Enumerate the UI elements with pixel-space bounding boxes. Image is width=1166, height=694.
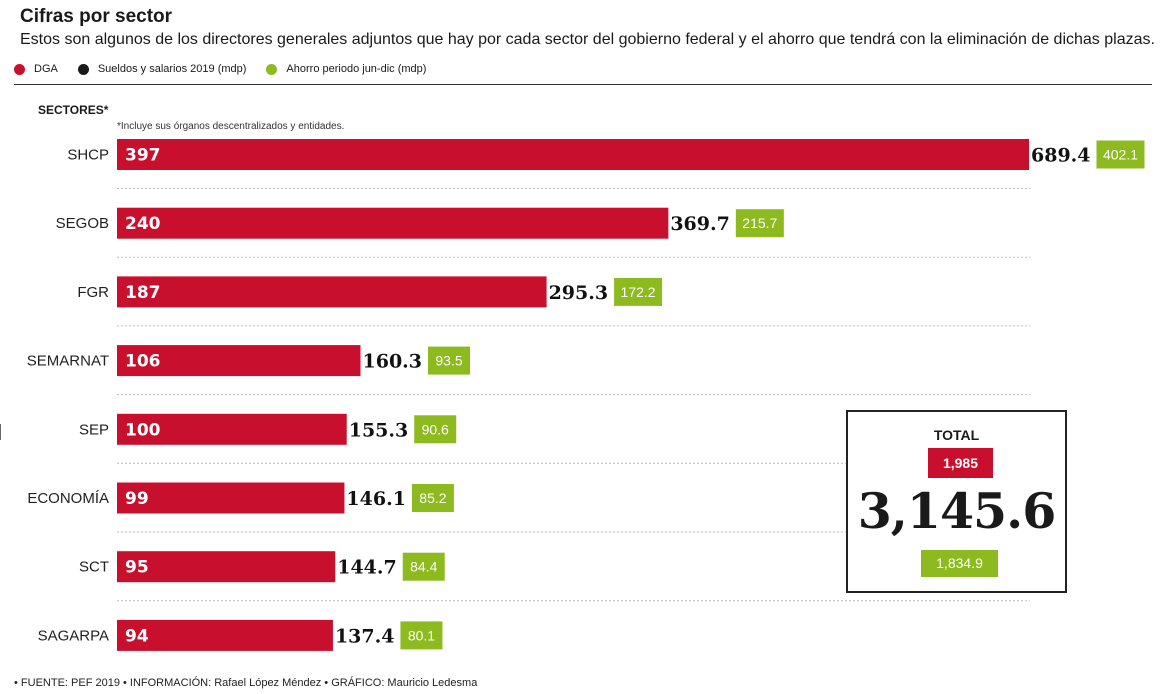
ahorro-badge-shcp (1096, 140, 1145, 169)
total-title: TOTAL (933, 427, 980, 443)
axis-title: SECTORES* (38, 103, 109, 117)
sueldos-value-econom-a: 146.1 (346, 488, 406, 510)
category-label-econom-a: ECONOMÍA (27, 490, 109, 507)
ahorro-badge-semarnat (428, 346, 471, 375)
dga-bar-fgr (117, 276, 547, 308)
category-label-sct: SCT (79, 559, 109, 576)
legend-item-dga: DGA (14, 63, 58, 75)
category-label-semarnat: SEMARNAT (27, 353, 109, 370)
ahorro-badge-fgr (614, 277, 663, 306)
ahorro-badge-econom-a (411, 484, 454, 512)
chart-subtitle: Estos son algunos de los directores gene… (20, 31, 1155, 48)
category-label-segob: SEGOB (56, 215, 109, 232)
dga-value-econom-a: 99 (125, 489, 149, 509)
sueldos-value-segob: 369.7 (670, 213, 730, 235)
category-label-sep: SEP (79, 421, 109, 438)
dga-value-sagarpa: 94 (125, 626, 149, 646)
ahorro-value-segob: 215.7 (742, 215, 777, 231)
ahorro-value-fgr: 172.2 (621, 284, 656, 300)
sueldos-value-sct: 144.7 (337, 557, 397, 579)
category-label-fgr: FGR (77, 284, 109, 301)
dga-value-sct: 95 (125, 558, 149, 578)
category-label-sagarpa: SAGARPA (38, 627, 109, 644)
ahorro-value-sep: 90.6 (422, 421, 449, 437)
total-dga-badge: 1,985 (928, 448, 993, 478)
footnote: *Incluye sus órganos descentralizados y … (117, 121, 345, 132)
legend-label-sueldos: Sueldos y salarios 2019 (mdp) (97, 63, 247, 75)
total-ahorro-badge: 1,834.9 (921, 550, 998, 577)
ahorro-value-shcp: 402.1 (1103, 147, 1138, 163)
ahorro-badge-segob (735, 209, 784, 238)
dga-bar-segob (117, 207, 669, 239)
ahorro-value-sagarpa: 80.1 (408, 627, 435, 643)
legend-dot-sueldos (77, 63, 89, 75)
sueldos-value-semarnat: 160.3 (363, 351, 423, 373)
sueldos-value-sep: 155.3 (349, 419, 409, 441)
dga-value-sep: 100 (125, 420, 161, 440)
legend-label-dga: DGA (34, 63, 58, 75)
dga-bar-semarnat (117, 345, 361, 377)
ahorro-badge-sct (402, 552, 445, 581)
dga-bar-shcp (117, 139, 1029, 170)
legend-divider (14, 84, 1152, 85)
legend-label-ahorro: Ahorro periodo jun-dic (mdp) (286, 63, 427, 75)
sueldos-value-shcp: 689.4 (1031, 145, 1091, 167)
dga-value-segob: 240 (125, 214, 161, 234)
sueldos-value-fgr: 295.3 (549, 282, 609, 304)
category-label-shcp: SHCP (67, 147, 109, 164)
sueldos-value-sagarpa: 137.4 (335, 625, 395, 647)
source-credits: • FUENTE: PEF 2019 • INFORMACIÓN: Rafael… (14, 677, 478, 689)
ahorro-badge-sagarpa (400, 621, 443, 650)
ahorro-value-econom-a: 85.2 (419, 490, 446, 506)
dga-value-semarnat: 106 (125, 352, 161, 372)
legend: DGA Sueldos y salarios 2019 (mdp) Ahorro… (14, 63, 446, 75)
dga-bar-econom-a (117, 482, 345, 514)
dga-bar-sep (117, 413, 347, 445)
total-sueldos-value: 3,145.6 (857, 482, 1057, 540)
legend-item-sueldos: Sueldos y salarios 2019 (mdp) (77, 63, 247, 75)
ahorro-value-semarnat: 93.5 (435, 353, 462, 369)
dga-value-shcp: 397 (125, 146, 161, 166)
dga-bar-sagarpa (117, 619, 333, 651)
ahorro-value-sct: 84.4 (410, 559, 437, 575)
chart-title: Cifras por sector (20, 6, 173, 27)
legend-item-ahorro: Ahorro periodo jun-dic (mdp) (266, 63, 426, 75)
legend-dot-dga (14, 63, 25, 75)
legend-dot-ahorro (266, 63, 278, 75)
edge-mark (0, 424, 1, 440)
dga-value-fgr: 187 (125, 283, 161, 303)
total-box: TOTAL 1,985 3,145.6 1,834.9 (846, 410, 1067, 593)
dga-bar-sct (117, 551, 336, 583)
ahorro-badge-sep (414, 415, 457, 444)
